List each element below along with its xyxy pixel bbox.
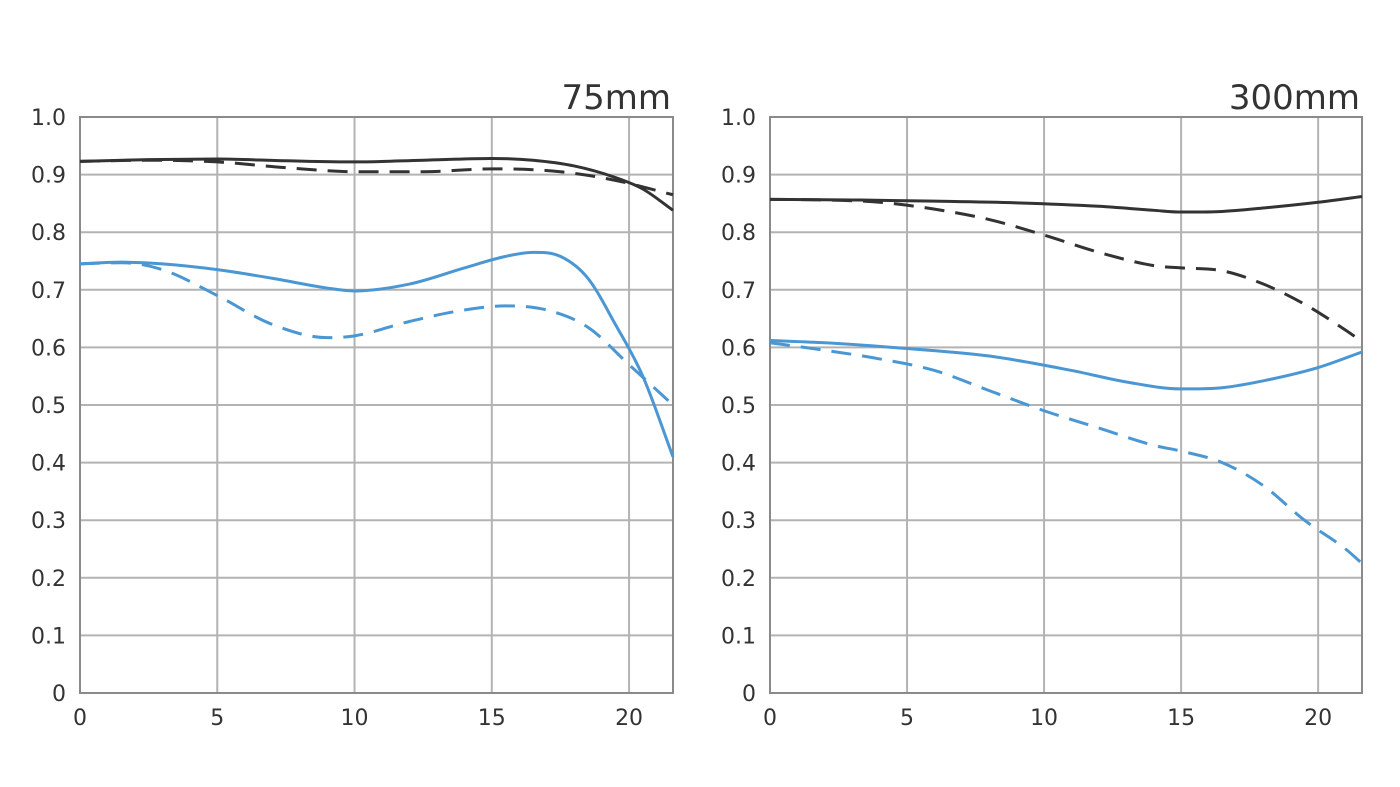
y-tick-label: 0.2	[31, 567, 66, 592]
series-line-4	[769, 341, 1363, 565]
y-tick-label: 0	[52, 682, 66, 707]
y-tick-label: 0.6	[31, 336, 66, 361]
y-tick-label: 1.0	[721, 106, 756, 131]
y-tick-label: 0.4	[721, 452, 756, 477]
x-tick-label: 15	[478, 706, 506, 731]
y-tick-label: 0.9	[31, 164, 66, 189]
x-tick-label: 0	[763, 706, 777, 731]
x-tick-label: 0	[73, 706, 87, 731]
plot-frame	[79, 116, 674, 694]
panel-title: 75mm	[561, 78, 671, 118]
series-line-2	[79, 158, 674, 197]
y-tick-label: 0	[742, 682, 756, 707]
y-tick-label: 0.1	[31, 624, 66, 649]
y-tick-label: 0.9	[721, 164, 756, 189]
y-tick-label: 0.5	[721, 394, 756, 419]
y-tick-label: 0.2	[721, 567, 756, 592]
y-tick-label: 0.8	[721, 221, 756, 246]
y-tick-label: 0.4	[31, 452, 66, 477]
y-tick-label: 0.6	[721, 336, 756, 361]
chart-panel-2: 0 0.1 0.2 0.3 0.4 0.5 0.6 0.7 0.8 0.9 1.0 0 5 10 15 20 3…	[721, 78, 1363, 731]
series-line-3	[769, 338, 1363, 391]
x-tick-label: 10	[1030, 706, 1058, 731]
y-tick-label: 0.3	[721, 509, 756, 534]
chart-panel-1: 0 0.1 0.2 0.3 0.4 0.5 0.6 0.7 0.8 0.9 1.0 0 5 10 15 20 7…	[31, 78, 675, 731]
series-line-4	[79, 261, 675, 407]
y-tick-label: 0.3	[31, 509, 66, 534]
series-line-1	[79, 156, 674, 212]
x-tick-label: 20	[615, 706, 643, 731]
y-tick-label: 1.0	[31, 106, 66, 131]
x-tick-label: 5	[210, 706, 224, 731]
panel-title: 300mm	[1229, 78, 1360, 118]
y-tick-label: 0.7	[721, 279, 756, 304]
x-tick-label: 10	[341, 706, 369, 731]
x-tick-label: 15	[1167, 706, 1195, 731]
y-tick-label: 0.8	[31, 221, 66, 246]
plot-frame	[769, 116, 1363, 694]
y-tick-label: 0.1	[721, 624, 756, 649]
x-tick-label: 5	[900, 706, 914, 731]
series-line-2	[769, 197, 1363, 343]
series-line-1	[769, 195, 1363, 214]
x-tick-label: 20	[1304, 706, 1332, 731]
series-line-3	[79, 250, 675, 458]
y-tick-label: 0.5	[31, 394, 66, 419]
y-tick-label: 0.7	[31, 279, 66, 304]
